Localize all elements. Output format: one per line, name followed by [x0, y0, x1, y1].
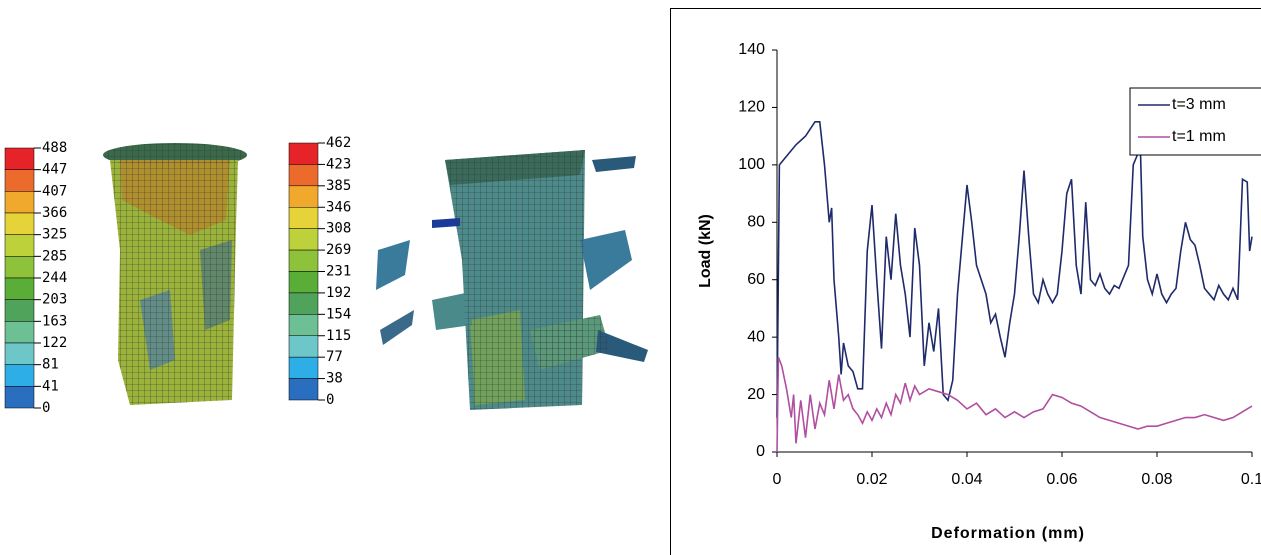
- legend-label: 462: [326, 135, 351, 151]
- legend-label: 385: [326, 178, 351, 194]
- legend-label: t=3 mm: [1172, 96, 1226, 113]
- x-tick-label: 0.06: [1046, 471, 1077, 488]
- legend-label: 308: [326, 221, 351, 237]
- legend-label: 41: [42, 378, 59, 394]
- y-tick-label: 40: [747, 328, 765, 345]
- legend-swatch: [5, 213, 34, 235]
- legend-label: 203: [42, 292, 67, 308]
- y-tick-label: 140: [738, 41, 765, 58]
- legend-swatch: [289, 336, 318, 357]
- legend-swatch: [5, 386, 34, 408]
- legend-label: 0: [42, 400, 50, 416]
- y-tick-label: 60: [747, 271, 765, 288]
- legend-label: 488: [42, 140, 67, 156]
- y-axis-label: Load (kN): [697, 214, 714, 288]
- legend-swatch: [289, 250, 318, 271]
- y-tick-label: 100: [738, 156, 765, 173]
- legend-label: 192: [326, 285, 351, 301]
- x-tick-label: 0: [773, 471, 782, 488]
- legend-swatch: [289, 293, 318, 314]
- legend-swatch: [289, 379, 318, 400]
- x-tick-label: 0.04: [951, 471, 982, 488]
- legend-swatch: [289, 164, 318, 185]
- contour-legend: 462 423 385 346 308 269 231 192 154 115 77 38 0: [289, 135, 351, 408]
- y-tick-label: 20: [747, 386, 765, 403]
- legend-label: t=1 mm: [1172, 128, 1226, 145]
- legend-label: 423: [326, 156, 351, 172]
- legend-label: 163: [42, 313, 67, 329]
- fe-model-1: [103, 143, 247, 405]
- fe-model-2: [376, 150, 648, 410]
- legend-label: 81: [42, 357, 59, 373]
- legend-swatch: [289, 229, 318, 250]
- legend-swatch: [289, 272, 318, 293]
- legend-swatch: [289, 186, 318, 207]
- legend-label: 115: [326, 328, 351, 344]
- legend-swatch: [289, 357, 318, 378]
- legend-label: 77: [326, 349, 343, 365]
- x-axis-label: Deformation (mm): [931, 525, 1085, 542]
- series-line: [777, 122, 1252, 418]
- x-tick-label: 0.02: [856, 471, 887, 488]
- legend-swatch: [5, 191, 34, 213]
- legend-label: 154: [326, 306, 351, 322]
- legend-label: 447: [42, 162, 67, 178]
- legend-label: 366: [42, 205, 67, 221]
- legend-swatch: [5, 148, 34, 170]
- y-tick-label: 120: [738, 99, 765, 116]
- legend-label: 231: [326, 264, 351, 280]
- legend-swatch: [5, 278, 34, 300]
- legend-label: 285: [42, 248, 67, 264]
- legend-label: 407: [42, 183, 67, 199]
- legend-label: 346: [326, 199, 351, 215]
- x-tick-label: 0.1: [1241, 471, 1261, 488]
- page: Deformation (mm) Load (kN) 488 447 407 366 3…: [0, 0, 1261, 555]
- legend-label: 38: [326, 371, 343, 387]
- y-tick-label: 0: [756, 443, 765, 460]
- legend-swatch: [5, 170, 34, 192]
- legend-label: 244: [42, 270, 67, 286]
- legend-label: 0: [326, 392, 334, 408]
- legend-label: 325: [42, 227, 67, 243]
- legend-swatch: [289, 207, 318, 228]
- x-tick-label: 0.08: [1141, 471, 1172, 488]
- y-tick-label: 80: [747, 214, 765, 231]
- legend-swatch: [5, 321, 34, 343]
- figure: Deformation (mm) Load (kN) 488 447 407 366 3…: [0, 0, 1261, 555]
- series-line: [777, 357, 1252, 452]
- legend-label: 122: [42, 335, 67, 351]
- legend-swatch: [5, 343, 34, 365]
- contour-legend: 488 447 407 366 325 285 244 203 163 122 81 41 0: [5, 140, 67, 416]
- legend-label: 269: [326, 242, 351, 258]
- legend-swatch: [5, 365, 34, 387]
- legend-swatch: [5, 235, 34, 257]
- legend-swatch: [289, 314, 318, 335]
- legend-swatch: [5, 256, 34, 278]
- legend-swatch: [289, 143, 318, 164]
- legend-swatch: [5, 300, 34, 322]
